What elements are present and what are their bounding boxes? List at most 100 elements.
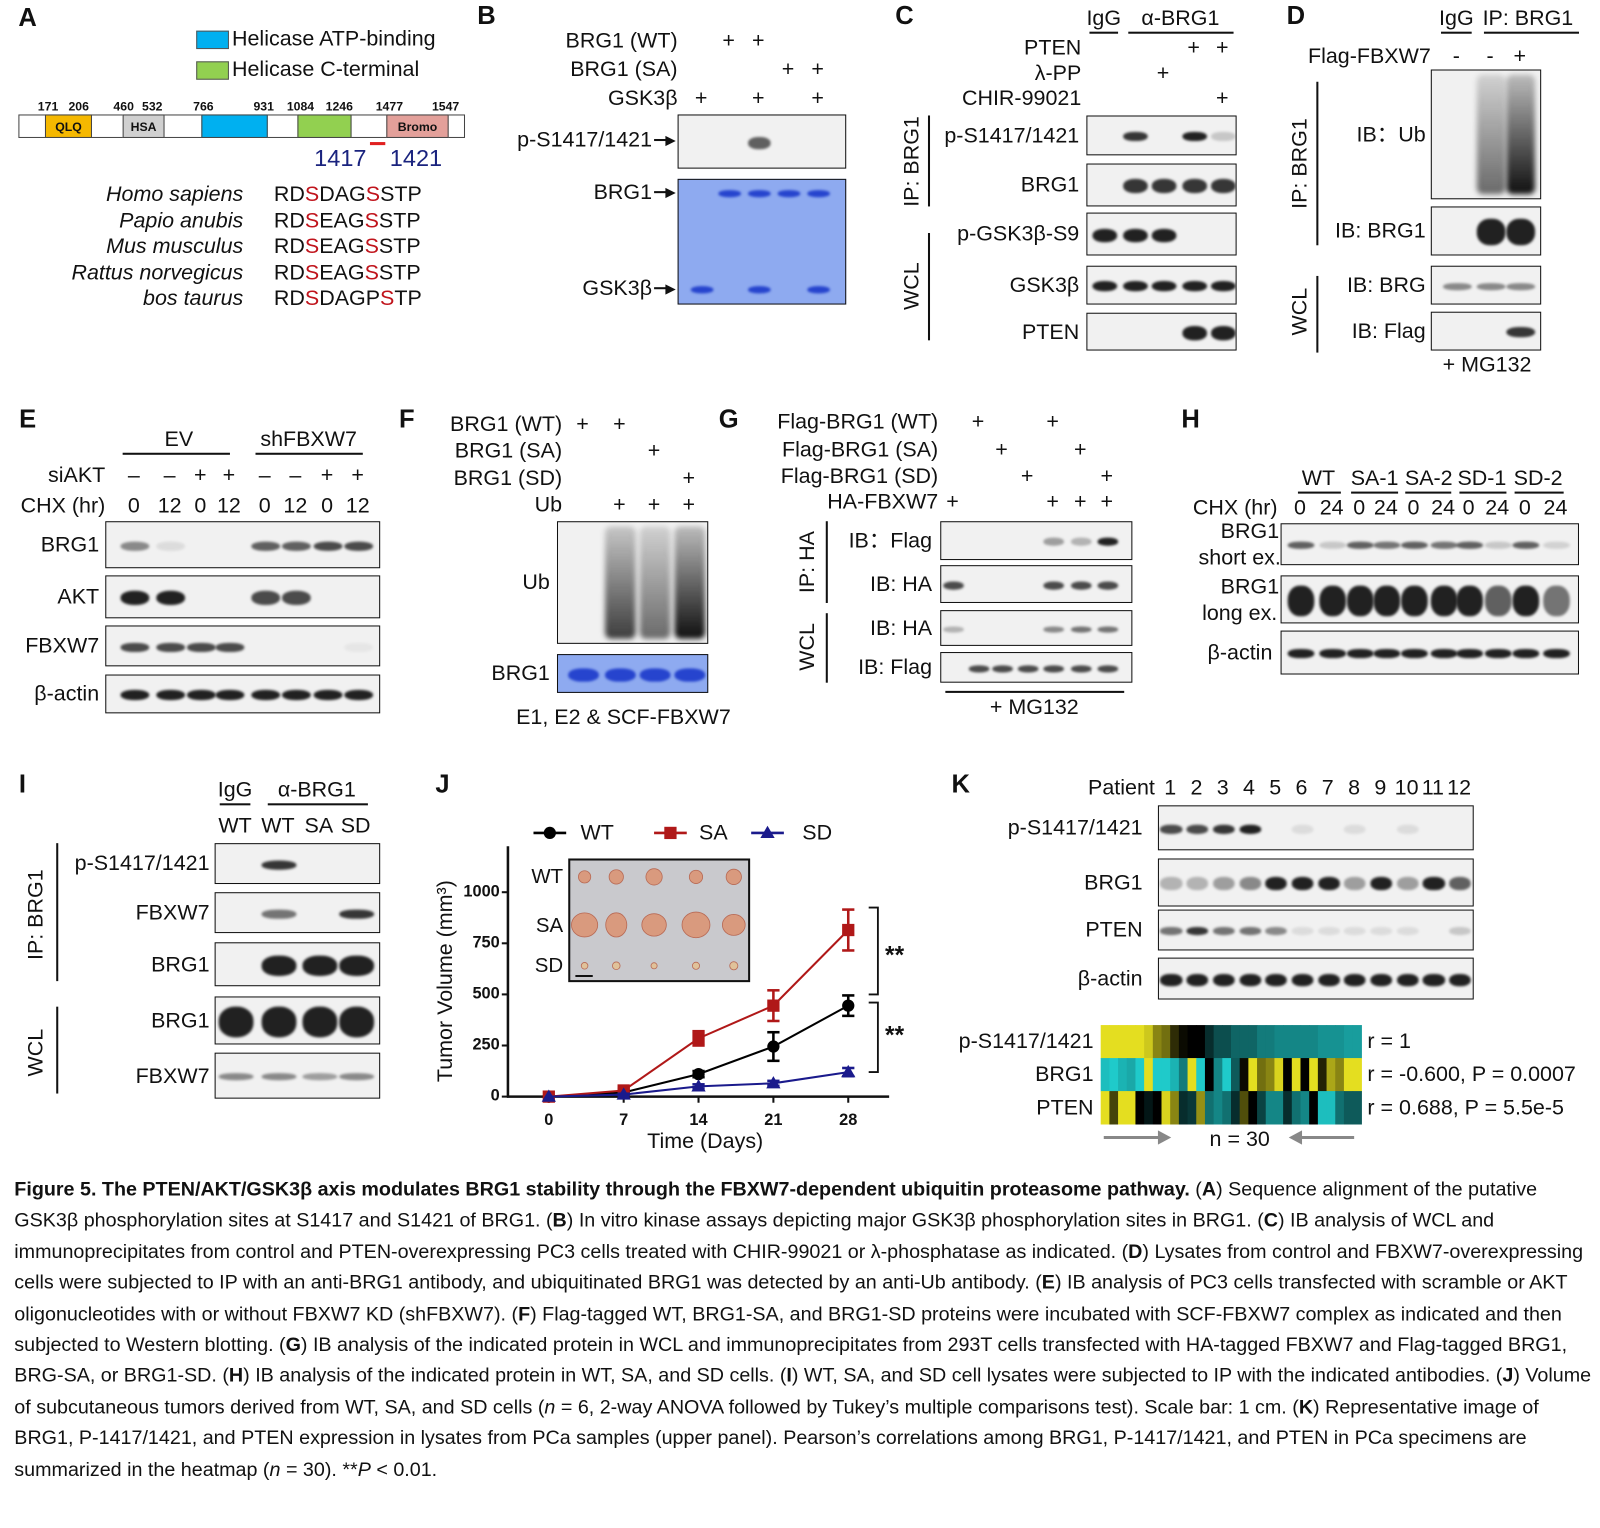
band bbox=[1506, 327, 1535, 338]
heatmap-cell bbox=[1152, 1058, 1163, 1092]
caption-bold-text: K bbox=[1298, 1396, 1314, 1419]
legend-swatch bbox=[196, 30, 229, 50]
condition-label: PTEN bbox=[1024, 36, 1082, 60]
heatmap-cell bbox=[1326, 1025, 1336, 1059]
x-axis-title: Time (Days) bbox=[647, 1129, 764, 1154]
band bbox=[1401, 648, 1428, 659]
band bbox=[777, 189, 801, 197]
condition-mark: + bbox=[320, 463, 334, 487]
band bbox=[1396, 876, 1419, 891]
lane-label: 2 bbox=[1190, 776, 1203, 800]
blot-fbxw7 bbox=[105, 625, 381, 667]
lane-label: 11 bbox=[1421, 776, 1444, 800]
group-label: α-BRG1 bbox=[277, 778, 356, 802]
side-label: IP: BRG1 bbox=[1288, 118, 1312, 209]
data-point-sd bbox=[841, 1064, 856, 1078]
condition-mark: + bbox=[694, 86, 708, 110]
data-point-sa bbox=[692, 1032, 705, 1045]
band bbox=[1512, 648, 1539, 659]
phospho-residue: S bbox=[365, 182, 381, 206]
condition-mark: + bbox=[1046, 490, 1059, 514]
blot-label: BRG1 bbox=[1020, 173, 1080, 197]
condition-label: BRG1 (SA) bbox=[454, 438, 563, 463]
band bbox=[1182, 131, 1208, 142]
arrow-icon bbox=[654, 191, 669, 194]
band bbox=[718, 189, 741, 197]
band bbox=[605, 526, 636, 639]
heatmap-cell bbox=[1274, 1058, 1284, 1092]
group-underline bbox=[1128, 31, 1234, 34]
tumor bbox=[571, 912, 599, 938]
tumor bbox=[650, 962, 658, 970]
heatmap-cell bbox=[1100, 1091, 1110, 1125]
heatmap-cell bbox=[1126, 1091, 1137, 1125]
side-bracket-line bbox=[1316, 275, 1319, 353]
group-label: WT bbox=[1301, 466, 1336, 491]
condition-mark: – bbox=[163, 463, 176, 487]
lane-header: Patient bbox=[1088, 776, 1155, 800]
band bbox=[1239, 926, 1261, 936]
blot-label: FBXW7 bbox=[25, 634, 100, 658]
band bbox=[1543, 585, 1570, 616]
correlation-stat: r = 1 bbox=[1367, 1029, 1411, 1054]
caption-bold-text: F bbox=[518, 1303, 531, 1326]
band bbox=[1456, 648, 1483, 659]
blot-ib-flag bbox=[940, 521, 1133, 561]
condition-mark: + bbox=[682, 466, 696, 491]
lane-label: 10 bbox=[1394, 776, 1419, 800]
condition-mark: + bbox=[613, 412, 626, 436]
band bbox=[215, 642, 245, 652]
heatmap-cell bbox=[1317, 1058, 1328, 1092]
caption-bold-text: I bbox=[786, 1365, 792, 1388]
domain-qlq: QLQ bbox=[44, 114, 92, 138]
band bbox=[1291, 926, 1314, 936]
blot-label: FBXW7 bbox=[135, 1063, 210, 1088]
domain-position: 532 bbox=[142, 99, 163, 114]
blot-brg1 bbox=[105, 521, 381, 569]
heatmap-cell bbox=[1274, 1091, 1284, 1125]
heatmap-cell bbox=[1239, 1025, 1249, 1059]
domain-position: 206 bbox=[68, 99, 89, 114]
band bbox=[1288, 541, 1314, 549]
condition-mark: + bbox=[647, 438, 661, 463]
heatmap-cell bbox=[1257, 1091, 1267, 1125]
band bbox=[1186, 973, 1209, 986]
heatmap-cell bbox=[1170, 1058, 1180, 1092]
band bbox=[1449, 926, 1471, 936]
significance-mark: ** bbox=[885, 942, 905, 970]
condition-mark: - bbox=[1452, 44, 1460, 68]
heatmap-cell bbox=[1300, 1025, 1310, 1059]
data-point-sa bbox=[842, 923, 855, 937]
band bbox=[748, 285, 771, 293]
heatmap-cell bbox=[1118, 1058, 1128, 1092]
blot-label: p-S1417/1421 bbox=[517, 128, 653, 152]
arrow-icon bbox=[654, 138, 669, 142]
group-label: SA-1 bbox=[1350, 466, 1399, 491]
condition-mark: + bbox=[1073, 437, 1087, 462]
band bbox=[1319, 541, 1346, 549]
species-name: Rattus norvegicus bbox=[71, 260, 244, 285]
figure-caption: Figure 5. The PTEN/AKT/GSK3β axis modula… bbox=[14, 1175, 1593, 1486]
heatmap-cell bbox=[1109, 1025, 1119, 1059]
band bbox=[155, 590, 186, 606]
heatmap-cell bbox=[1196, 1058, 1206, 1092]
group-label: IgG bbox=[1086, 6, 1122, 31]
heatmap-cell bbox=[1161, 1091, 1171, 1125]
band bbox=[344, 642, 374, 652]
band bbox=[674, 667, 705, 682]
band bbox=[1423, 973, 1445, 986]
heatmap-cell bbox=[1109, 1058, 1119, 1092]
band bbox=[339, 909, 375, 919]
caption-text: = 30). ** bbox=[280, 1459, 358, 1481]
condition-mark: 12 bbox=[216, 494, 241, 518]
heatmap-cell bbox=[1126, 1025, 1137, 1059]
blot-label: BRG1 bbox=[1220, 574, 1280, 598]
band bbox=[1291, 876, 1314, 891]
caption-text: ) Flag-tagged WT, BRG1-SA, and BRG1-SD p… bbox=[14, 1303, 1562, 1357]
band bbox=[1431, 541, 1458, 549]
heatmap-cell bbox=[1274, 1025, 1284, 1059]
heatmap-cell bbox=[1352, 1091, 1362, 1125]
heatmap-cell bbox=[1317, 1025, 1328, 1059]
band bbox=[281, 689, 312, 701]
blot-ib-ub bbox=[1430, 69, 1542, 200]
